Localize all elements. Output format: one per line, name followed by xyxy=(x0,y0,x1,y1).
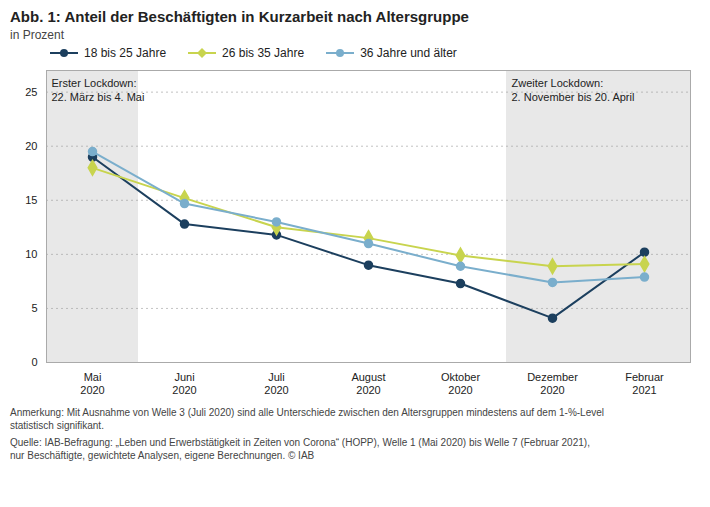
html-text:in Prozent: in Prozent xyxy=(10,28,64,42)
svg-text:Juli2020: Juli2020 xyxy=(264,371,288,396)
html-text:Anmerkung: Mit Ausnahme von We: Anmerkung: Mit Ausnahme von Welle 3 (Jul… xyxy=(10,407,604,431)
html-text:Quelle: IAB-Befragung: „Leben: Quelle: IAB-Befragung: „Leben und Erwerb… xyxy=(10,437,590,461)
svg-text:Erster Lockdown:22. März bis 4: Erster Lockdown:22. März bis 4. Mai xyxy=(52,77,145,103)
svg-text:Zweiter Lockdown:2. November b: Zweiter Lockdown:2. November bis 20. Apr… xyxy=(512,77,635,103)
svg-text:10: 10 xyxy=(25,248,37,260)
svg-text:Februar2021: Februar2021 xyxy=(625,371,664,396)
html-text:36 Jahre und älter: 36 Jahre und älter xyxy=(360,46,457,60)
svg-text:25: 25 xyxy=(25,86,37,98)
svg-text:Dezember2020: Dezember2020 xyxy=(527,371,578,396)
svg-text:5: 5 xyxy=(31,302,37,314)
html-text:26 bis 35 Jahre: 26 bis 35 Jahre xyxy=(222,46,305,60)
html-text:18 bis 25 Jahre: 18 bis 25 Jahre xyxy=(84,46,167,60)
svg-text:Mai2020: Mai2020 xyxy=(80,371,104,396)
svg-text:20: 20 xyxy=(25,140,37,152)
svg-text:15: 15 xyxy=(25,194,37,206)
svg-text:Juni2020: Juni2020 xyxy=(172,371,196,396)
svg-text:August2020: August2020 xyxy=(351,371,385,396)
svg-text:0: 0 xyxy=(31,356,37,368)
svg-text:Oktober2020: Oktober2020 xyxy=(441,371,480,396)
html-text:Abb. 1: Anteil der Beschäftigt: Abb. 1: Anteil der Beschäftigten in Kurz… xyxy=(10,8,469,25)
